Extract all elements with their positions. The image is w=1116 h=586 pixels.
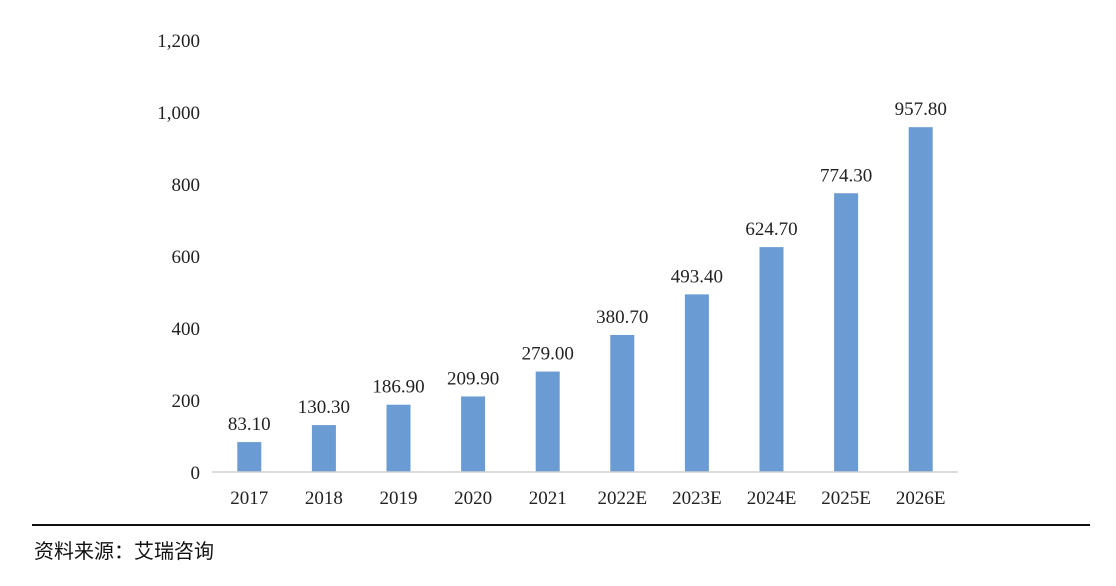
bar-2025E [834, 193, 859, 472]
bar-2017 [237, 442, 262, 472]
data-label-2023E: 493.40 [671, 266, 723, 287]
data-label-2026E: 957.80 [895, 99, 947, 120]
y-tick-label: 400 [172, 319, 201, 340]
x-tick-label-2019: 2019 [380, 488, 418, 509]
bar-2022E [610, 334, 635, 472]
bars-group: 83.10 130.30 186.90 209.90 279.00 380.70 493.4… [228, 99, 947, 472]
x-tick-label-2026E: 2026E [896, 488, 946, 509]
y-axis: 0 200 400 600 800 1,000 1,200 [157, 31, 200, 484]
x-tick-label-2020: 2020 [454, 488, 492, 509]
data-label-2022E: 380.70 [596, 307, 648, 328]
bar-2023E [684, 294, 709, 472]
bar-2024E [759, 247, 784, 472]
data-label-2025E: 774.30 [820, 165, 872, 186]
x-tick-label-2025E: 2025E [821, 488, 871, 509]
bar-2020 [461, 396, 486, 472]
data-label-2024E: 624.70 [745, 219, 797, 240]
x-tick-label-2024E: 2024E [747, 488, 797, 509]
data-label-2019: 186.90 [372, 377, 424, 398]
y-tick-label: 1,200 [157, 31, 200, 52]
data-label-2018: 130.30 [298, 397, 350, 418]
bar-chart: 0 200 400 600 800 1,000 1,200 83.10 130.30 186.9… [157, 31, 958, 509]
bar-2026E [908, 127, 933, 472]
x-tick-label-2023E: 2023E [672, 488, 722, 509]
bar-2019 [386, 404, 411, 472]
data-label-2020: 209.90 [447, 368, 499, 389]
y-tick-label: 0 [191, 463, 201, 484]
y-tick-label: 800 [172, 175, 201, 196]
x-tick-label-2021: 2021 [529, 488, 567, 509]
y-tick-label: 1,000 [157, 103, 200, 124]
x-axis: 2017 2018 2019 2020 2021 2022E 2023E 2024E 2025E… [230, 488, 945, 509]
source-divider [32, 524, 1090, 526]
y-tick-label: 600 [172, 247, 201, 268]
data-label-2017: 83.10 [228, 414, 271, 435]
bar-2021 [535, 371, 560, 472]
source-note: 资料来源：艾瑞咨询 [34, 539, 214, 563]
x-tick-label-2018: 2018 [305, 488, 343, 509]
x-tick-label-2017: 2017 [230, 488, 268, 509]
data-label-2021: 279.00 [522, 344, 574, 365]
y-tick-label: 200 [172, 391, 201, 412]
x-tick-label-2022E: 2022E [597, 488, 647, 509]
bar-2018 [311, 425, 336, 472]
